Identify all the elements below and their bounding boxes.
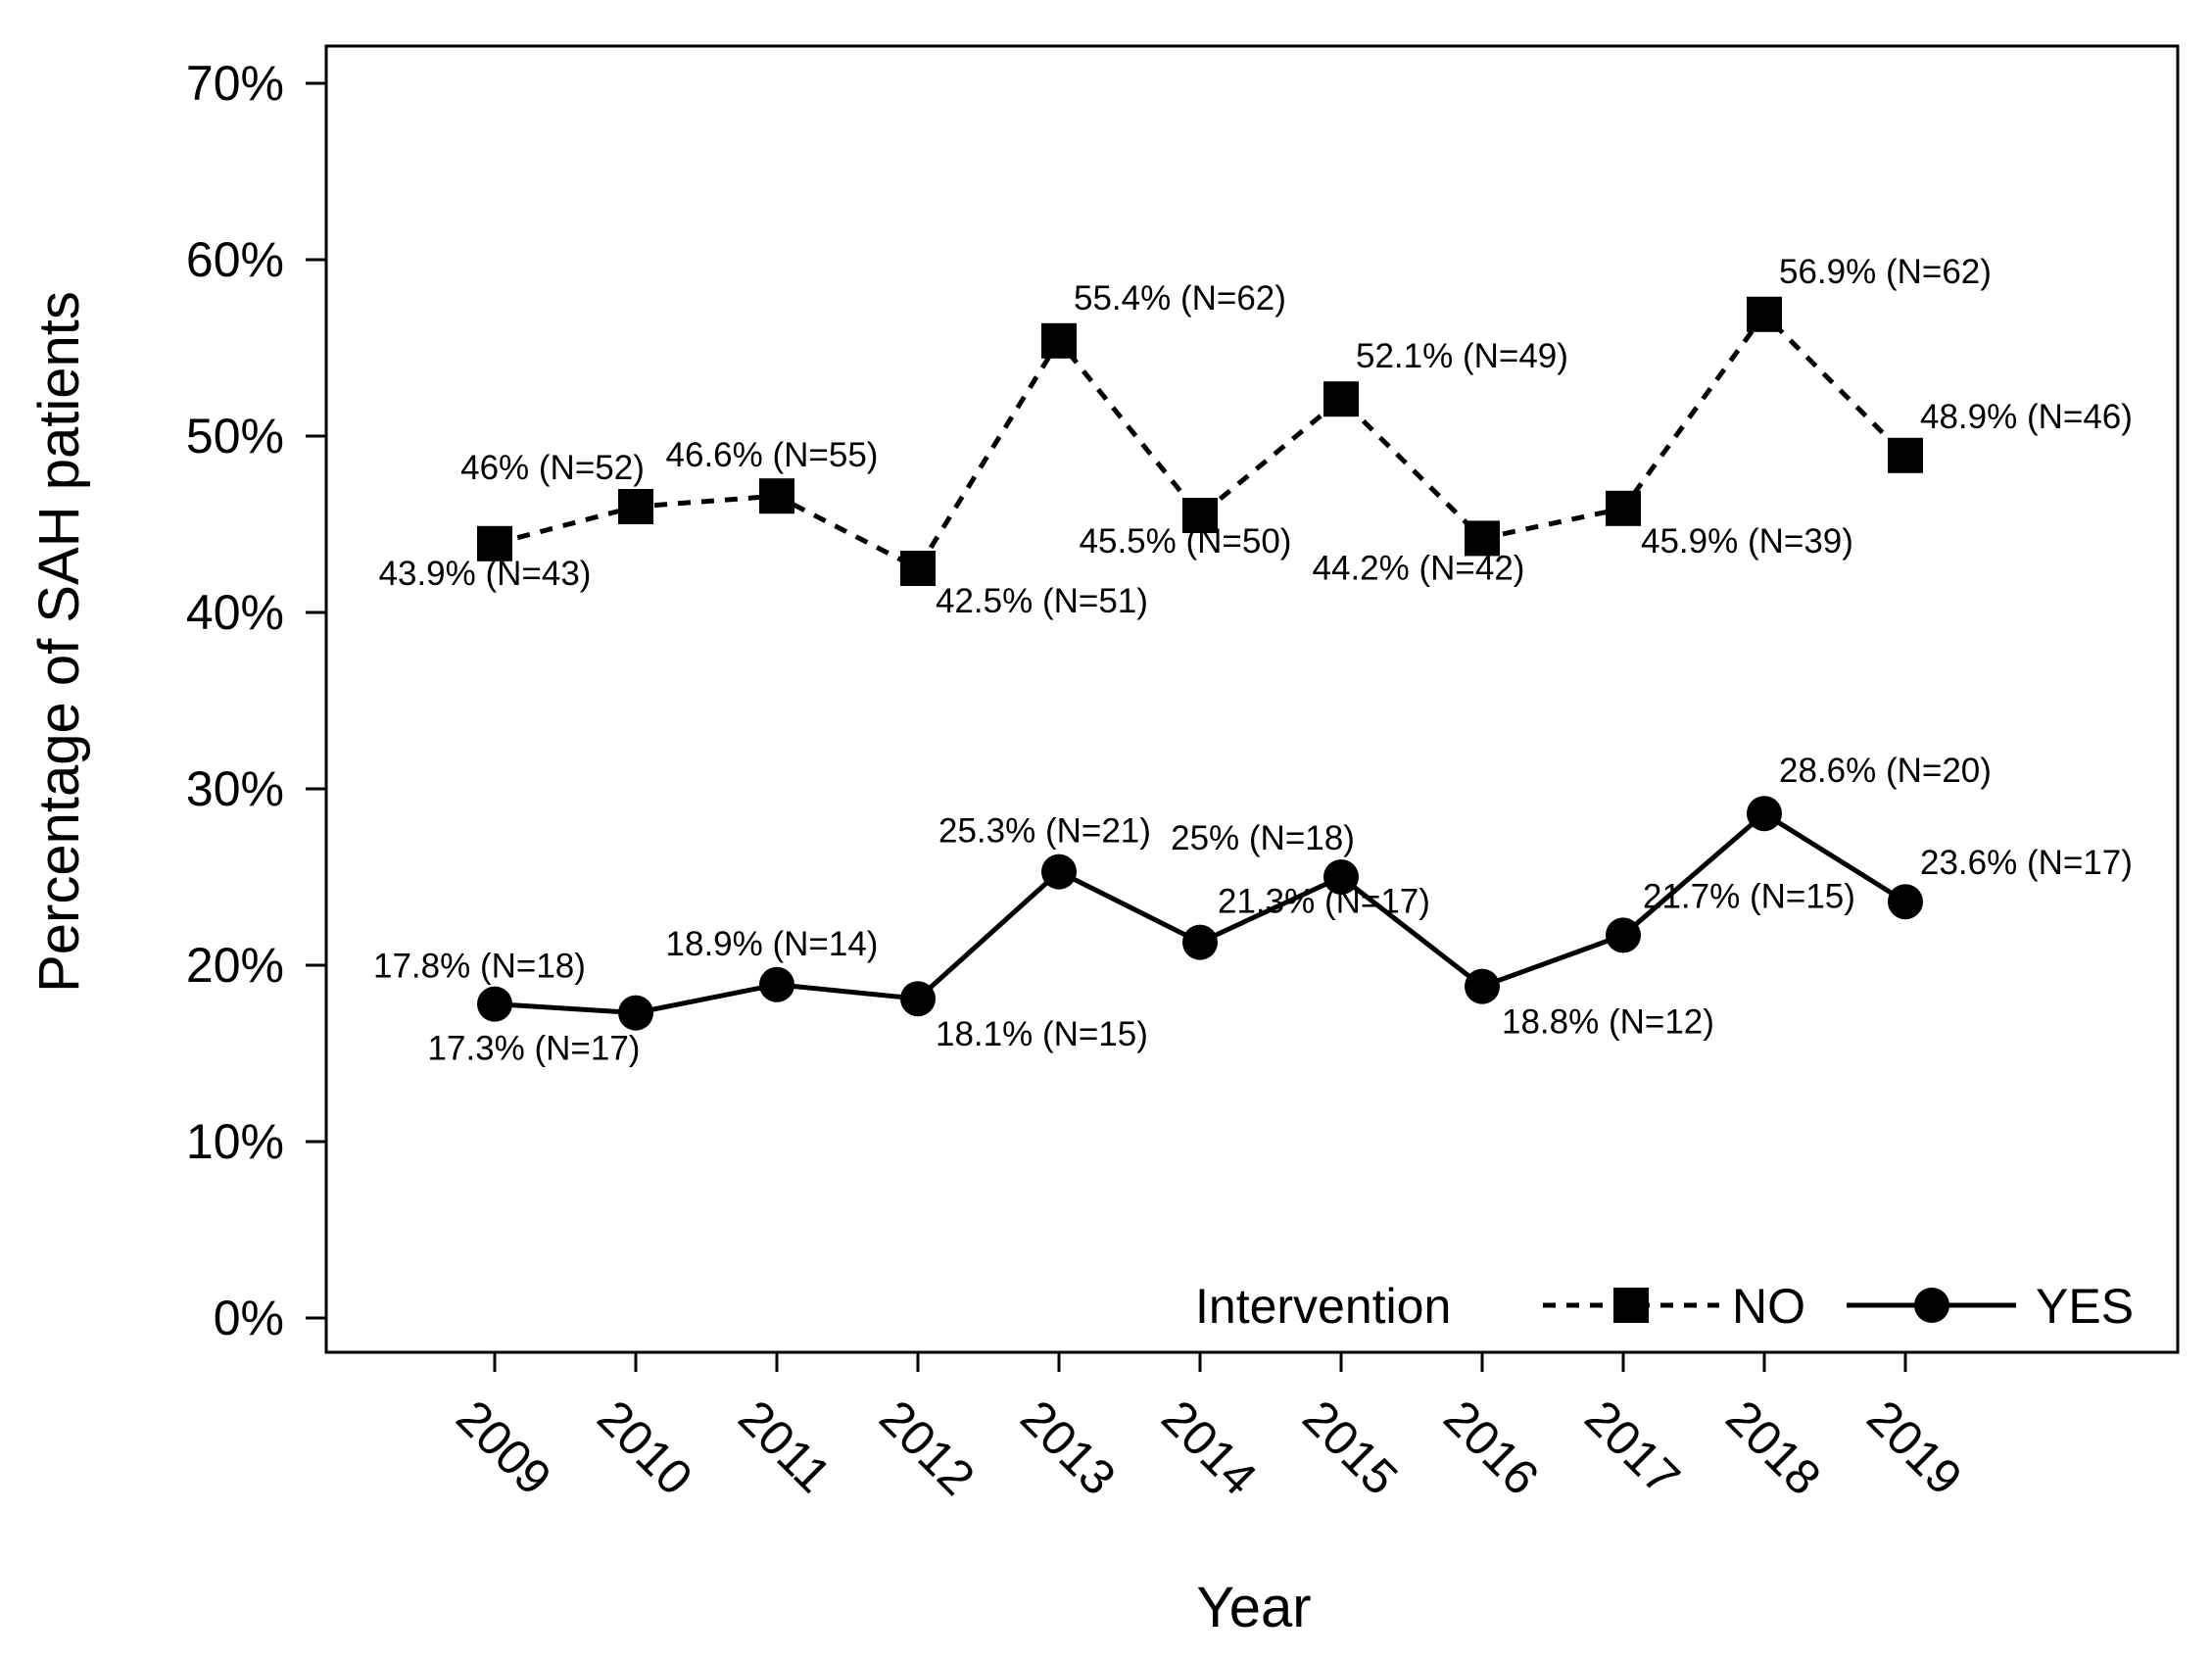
y-axis: 0% 10% 20% 30% 40% 50% 60% 70% [186,56,326,1345]
x-axis-title: Year [1196,1576,1311,1639]
x-tick-label-2009: 2009 [446,1390,561,1505]
data-label-yes-2019: 23.6% (N=17) [1920,844,2133,882]
data-label-yes-2014: 21.3% (N=17) [1218,883,1430,921]
y-tick-label-10: 10% [186,1114,284,1169]
x-tick-label-2014: 2014 [1151,1390,1267,1505]
legend-yes-label: YES [2036,1279,2134,1334]
series-no-point-2011 [759,478,794,514]
series-yes-point-2015 [1323,859,1359,895]
series-no-line [494,310,1907,572]
data-label-no-2016: 44.2% (N=42) [1313,549,1525,587]
data-label-no-2010: 46% (N=52) [460,449,645,487]
series-no-point-2010 [618,489,653,524]
data-label-yes-2016: 18.8% (N=12) [1502,1003,1714,1042]
y-tick-label-20: 20% [186,938,284,993]
series-no-point-2017 [1606,490,1641,526]
data-label-yes-2009: 17.8% (N=18) [373,948,586,986]
legend-no-label: NO [1732,1279,1805,1334]
x-tick-label-2012: 2012 [869,1390,985,1505]
data-label-no-2011: 46.6% (N=55) [666,436,879,474]
data-label-yes-2013: 25.3% (N=21) [938,812,1151,851]
series-yes-point-2017 [1606,917,1641,953]
series-no-point-2013 [1041,322,1077,359]
y-tick-label-0: 0% [214,1291,284,1345]
data-labels: 43.9% (N=43) 46% (N=52) 46.6% (N=55) 42.5% … [373,253,2133,1068]
series-yes-point-2014 [1182,924,1218,960]
series-yes-point-2013 [1041,854,1077,890]
x-tick-label-2013: 2013 [1010,1390,1126,1505]
data-label-no-2015: 52.1% (N=49) [1356,337,1568,375]
y-axis-title: Percentage of SAH patients [27,291,91,993]
y-tick-label-30: 30% [186,761,284,816]
series-yes-point-2012 [900,981,936,1017]
series-no-point-2018 [1747,296,1782,332]
legend-yes-circle-marker [1914,1288,1949,1323]
y-tick-label-70: 70% [186,56,284,111]
y-tick-label-40: 40% [186,585,284,640]
series-layer [477,296,1923,1031]
data-label-yes-2012: 18.1% (N=15) [936,1015,1148,1053]
x-axis: 2009 2010 2011 2012 2013 2014 2015 2016 2017 2018… [446,1352,1972,1505]
x-tick-label-2015: 2015 [1292,1390,1408,1505]
series-no-point-2016 [1465,520,1500,557]
series-yes-point-2011 [759,966,794,1002]
data-label-no-2014: 45.5% (N=50) [1080,522,1292,561]
x-tick-label-2011: 2011 [728,1390,842,1503]
y-tick-label-60: 60% [186,232,284,287]
x-tick-label-2010: 2010 [587,1390,702,1505]
y-tick-label-50: 50% [186,409,284,464]
data-label-yes-2010: 17.3% (N=17) [428,1030,641,1068]
series-yes-point-2010 [618,995,653,1031]
series-yes-point-2019 [1888,884,1923,920]
data-label-no-2013: 55.4% (N=62) [1074,279,1286,317]
data-label-yes-2011: 18.9% (N=14) [666,925,879,963]
x-tick-label-2018: 2018 [1715,1390,1831,1505]
legend-no-square-marker [1613,1288,1649,1323]
data-label-yes-2017: 21.7% (N=15) [1643,877,1855,915]
x-tick-label-2019: 2019 [1856,1390,1972,1505]
series-yes-point-2018 [1747,796,1782,832]
series-no-point-2019 [1888,437,1923,473]
x-tick-label-2016: 2016 [1433,1390,1549,1505]
series-no-point-2014 [1182,498,1218,533]
data-label-no-2018: 56.9% (N=62) [1779,253,1992,291]
series-yes-point-2016 [1465,968,1500,1004]
data-label-yes-2015: 25% (N=18) [1171,819,1355,857]
series-no-point-2009 [477,525,512,561]
legend: Intervention NO YES [1195,1279,2134,1334]
legend-title: Intervention [1195,1279,1451,1334]
x-tick-label-2017: 2017 [1574,1390,1690,1505]
series-no-point-2012 [900,551,936,586]
series-no-point-2015 [1323,381,1359,417]
data-label-no-2009: 43.9% (N=43) [379,555,592,593]
data-label-no-2017: 45.9% (N=39) [1641,522,1853,561]
plot-frame [324,44,2180,1354]
data-label-no-2019: 48.9% (N=46) [1920,398,2133,436]
data-label-yes-2018: 28.6% (N=20) [1779,752,1992,790]
data-label-no-2012: 42.5% (N=51) [936,582,1148,620]
series-yes-point-2009 [477,986,512,1022]
